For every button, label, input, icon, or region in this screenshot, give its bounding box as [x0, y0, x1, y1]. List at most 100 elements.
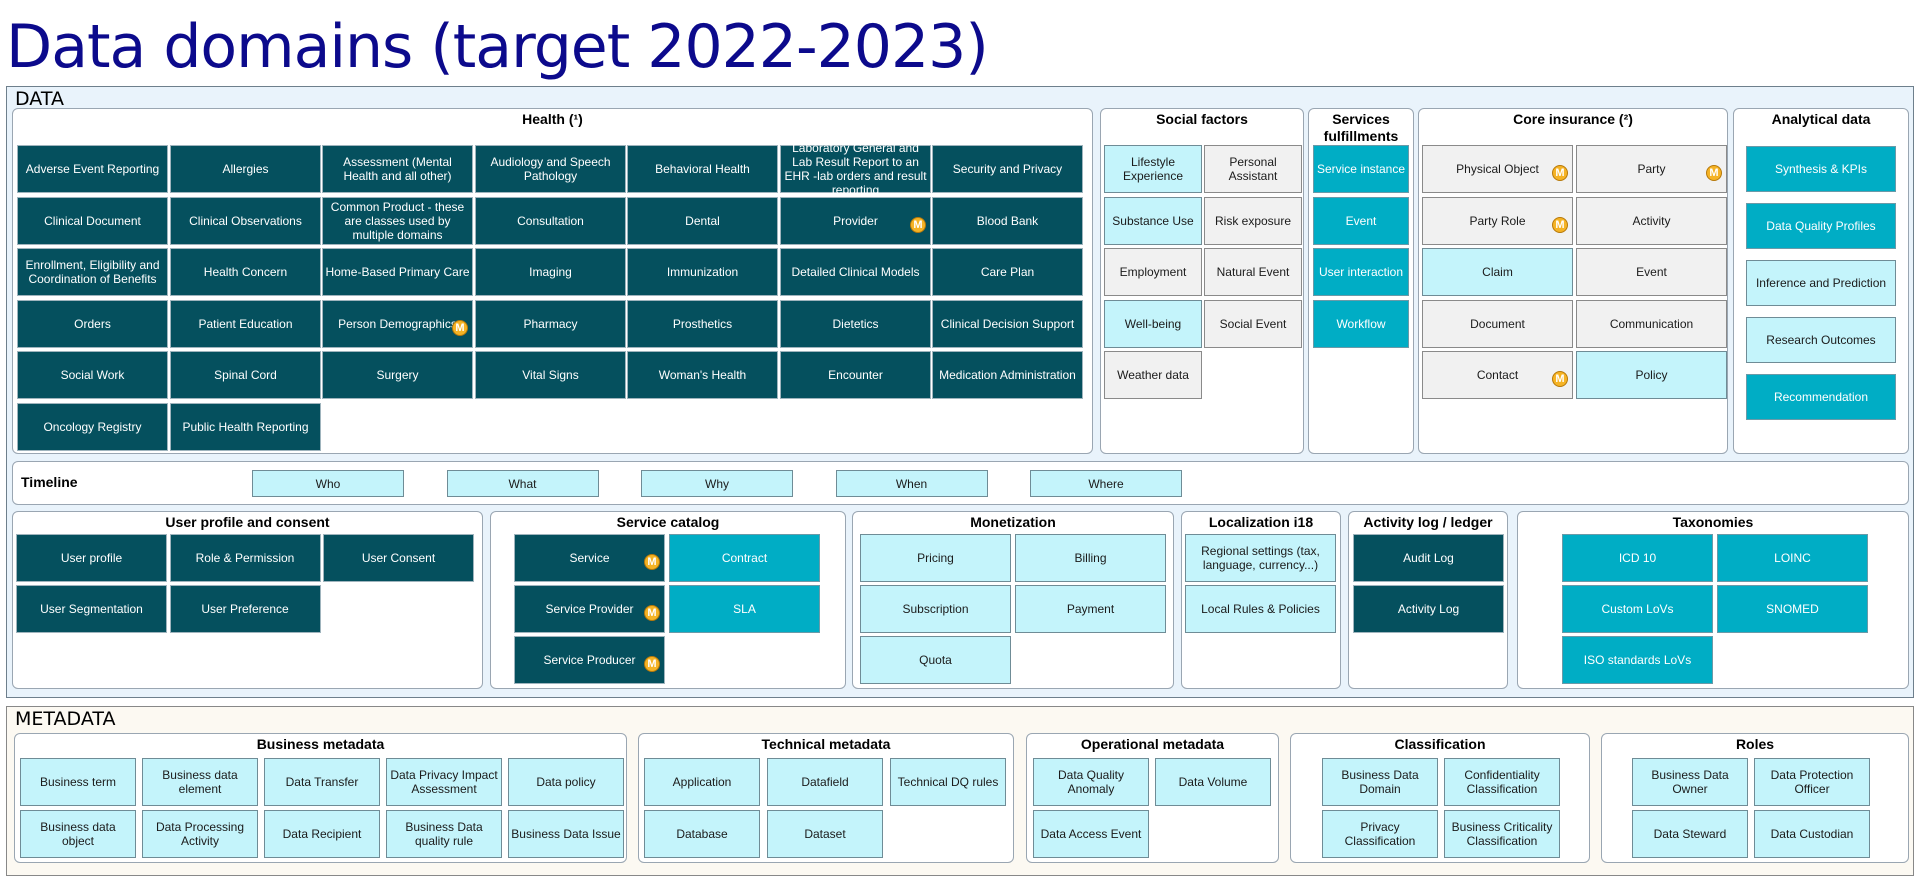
userprofile-item-role-permission[interactable]: Role & Permission: [169, 534, 321, 582]
services-item-service-instance[interactable]: Service instance: [1313, 145, 1409, 193]
activitylog-item-audit-log[interactable]: Audit Log: [1353, 534, 1504, 582]
analytical-item-research-outcomes[interactable]: Research Outcomes: [1746, 317, 1896, 363]
business-item-business-data-issue[interactable]: Business Data Issue: [508, 810, 624, 858]
health-item-orders[interactable]: Orders: [17, 300, 168, 348]
operational-item-data-access-event[interactable]: Data Access Event: [1033, 810, 1149, 858]
timeline-item-why[interactable]: Why: [641, 470, 793, 497]
classification-item-business-criticality-classification[interactable]: Business Criticality Classification: [1444, 810, 1560, 858]
catalog-item-service-producer[interactable]: Service Producer M: [514, 636, 665, 684]
health-item-health-concern[interactable]: Health Concern: [170, 248, 321, 296]
roles-item-data-protection-officer[interactable]: Data Protection Officer: [1754, 758, 1870, 806]
core-item-event[interactable]: Event: [1576, 248, 1727, 296]
monetization-item-quota[interactable]: Quota: [860, 636, 1011, 684]
health-item-clinical-document[interactable]: Clinical Document: [17, 197, 168, 245]
health-item-imaging[interactable]: Imaging: [475, 248, 626, 296]
health-item-surgery[interactable]: Surgery: [322, 351, 473, 399]
health-item-audiology-and-speech-pathology[interactable]: Audiology and Speech Pathology: [475, 145, 626, 193]
userprofile-item-user-segmentation[interactable]: User Segmentation: [16, 585, 167, 633]
catalog-item-service-provider[interactable]: Service Provider M: [514, 585, 665, 633]
health-item-common-product-these-are-classes-used-by-multiple-domains[interactable]: Common Product - these are classes used …: [322, 197, 473, 245]
health-item-vital-signs[interactable]: Vital Signs: [475, 351, 626, 399]
classification-item-privacy-classification[interactable]: Privacy Classification: [1322, 810, 1438, 858]
userprofile-item-user-preference[interactable]: User Preference: [169, 585, 321, 633]
services-item-event[interactable]: Event: [1313, 196, 1409, 245]
core-item-contact[interactable]: Contact M: [1422, 351, 1573, 399]
health-item-allergies[interactable]: Allergies: [170, 145, 321, 193]
services-item-user-interaction[interactable]: User interaction: [1313, 248, 1409, 296]
services-item-workflow[interactable]: Workflow: [1313, 299, 1409, 348]
activitylog-item-activity-log[interactable]: Activity Log: [1353, 585, 1504, 633]
social-item-well-being[interactable]: Well-being: [1104, 299, 1202, 348]
userprofile-item-user-profile[interactable]: User profile: [16, 534, 167, 582]
health-item-patient-education[interactable]: Patient Education: [170, 300, 321, 348]
health-item-laboratory-general-and-lab-result-report-to-an-ehr-lab-orders-and-result-reporting[interactable]: Laboratory General and Lab Result Report…: [780, 141, 931, 197]
health-item-woman-s-health[interactable]: Woman's Health: [627, 351, 778, 399]
roles-item-data-steward[interactable]: Data Steward: [1632, 810, 1748, 858]
technical-item-database[interactable]: Database: [644, 810, 760, 858]
core-item-party[interactable]: Party M: [1576, 145, 1727, 193]
analytical-item-data-quality-profiles[interactable]: Data Quality Profiles: [1746, 203, 1896, 249]
technical-item-dataset[interactable]: Dataset: [767, 810, 883, 858]
core-item-claim[interactable]: Claim: [1422, 248, 1573, 296]
taxonomies-item-iso-standards-lovs[interactable]: ISO standards LoVs: [1562, 636, 1713, 684]
roles-item-business-data-owner[interactable]: Business Data Owner: [1632, 758, 1748, 806]
health-item-clinical-decision-support[interactable]: Clinical Decision Support: [932, 300, 1083, 348]
timeline-item-what[interactable]: What: [446, 470, 599, 497]
core-item-policy[interactable]: Policy: [1576, 351, 1727, 399]
health-item-medication-administration[interactable]: Medication Administration: [932, 351, 1083, 399]
userprofile-item-user-consent[interactable]: User Consent: [323, 534, 474, 582]
analytical-item-synthesis-kpis[interactable]: Synthesis & KPIs: [1746, 146, 1896, 192]
health-item-home-based-primary-care[interactable]: Home-Based Primary Care: [322, 248, 473, 296]
monetization-item-subscription[interactable]: Subscription: [860, 585, 1011, 633]
health-item-immunization[interactable]: Immunization: [627, 248, 778, 296]
core-item-party-role[interactable]: Party Role M: [1422, 196, 1573, 245]
localization-item-regional-settings-tax-language-currency[interactable]: Regional settings (tax, language, curren…: [1185, 534, 1336, 582]
technical-item-application[interactable]: Application: [644, 758, 760, 806]
classification-item-confidentiality-classification[interactable]: Confidentiality Classification: [1444, 758, 1560, 806]
roles-item-data-custodian[interactable]: Data Custodian: [1754, 810, 1870, 858]
health-item-blood-bank[interactable]: Blood Bank: [932, 197, 1083, 245]
monetization-item-pricing[interactable]: Pricing: [860, 534, 1011, 582]
technical-item-datafield[interactable]: Datafield: [767, 758, 883, 806]
health-item-care-plan[interactable]: Care Plan: [932, 248, 1083, 296]
operational-item-data-volume[interactable]: Data Volume: [1155, 758, 1271, 806]
monetization-item-billing[interactable]: Billing: [1015, 534, 1166, 582]
timeline-item-where[interactable]: Where: [1030, 470, 1182, 497]
catalog-item-contract[interactable]: Contract: [669, 534, 820, 582]
core-item-physical-object[interactable]: Physical Object M: [1422, 145, 1573, 193]
business-item-data-privacy-impact-assessment[interactable]: Data Privacy Impact Assessment: [386, 758, 502, 806]
health-item-behavioral-health[interactable]: Behavioral Health: [627, 145, 778, 193]
timeline-item-when[interactable]: When: [835, 470, 988, 497]
catalog-item-sla[interactable]: SLA: [669, 585, 820, 633]
health-item-public-health-reporting[interactable]: Public Health Reporting: [170, 403, 321, 451]
health-item-assessment-mental-health-and-all-other[interactable]: Assessment (Mental Health and all other): [322, 145, 473, 193]
business-item-data-processing-activity[interactable]: Data Processing Activity: [142, 810, 258, 858]
catalog-item-service[interactable]: Service M: [514, 534, 665, 582]
health-item-pharmacy[interactable]: Pharmacy: [475, 300, 626, 348]
taxonomies-item-custom-lovs[interactable]: Custom LoVs: [1562, 585, 1713, 633]
social-item-risk-exposure[interactable]: Risk exposure: [1204, 196, 1302, 245]
technical-item-technical-dq-rules[interactable]: Technical DQ rules: [890, 758, 1006, 806]
core-item-communication[interactable]: Communication: [1576, 299, 1727, 348]
taxonomies-item-loinc[interactable]: LOINC: [1717, 534, 1868, 582]
social-item-natural-event[interactable]: Natural Event: [1204, 248, 1302, 296]
core-item-document[interactable]: Document: [1422, 299, 1573, 348]
business-item-business-data-quality-rule[interactable]: Business Data quality rule: [386, 810, 502, 858]
social-item-personal-assistant[interactable]: Personal Assistant: [1204, 145, 1302, 193]
business-item-data-transfer[interactable]: Data Transfer: [264, 758, 380, 806]
social-item-social-event[interactable]: Social Event: [1204, 299, 1302, 348]
health-item-oncology-registry[interactable]: Oncology Registry: [17, 403, 168, 451]
health-item-dietetics[interactable]: Dietetics: [780, 300, 931, 348]
health-item-social-work[interactable]: Social Work: [17, 351, 168, 399]
classification-item-business-data-domain[interactable]: Business Data Domain: [1322, 758, 1438, 806]
health-item-encounter[interactable]: Encounter: [780, 351, 931, 399]
health-item-prosthetics[interactable]: Prosthetics: [627, 300, 778, 348]
health-item-security-and-privacy[interactable]: Security and Privacy: [932, 145, 1083, 193]
social-item-substance-use[interactable]: Substance Use: [1104, 196, 1202, 245]
health-item-enrollment-eligibility-and-coordination-of-benefits[interactable]: Enrollment, Eligibility and Coordination…: [17, 248, 168, 296]
business-item-business-term[interactable]: Business term: [20, 758, 136, 806]
analytical-item-inference-and-prediction[interactable]: Inference and Prediction: [1746, 260, 1896, 306]
monetization-item-payment[interactable]: Payment: [1015, 585, 1166, 633]
business-item-business-data-element[interactable]: Business data element: [142, 758, 258, 806]
taxonomies-item-icd-10[interactable]: ICD 10: [1562, 534, 1713, 582]
